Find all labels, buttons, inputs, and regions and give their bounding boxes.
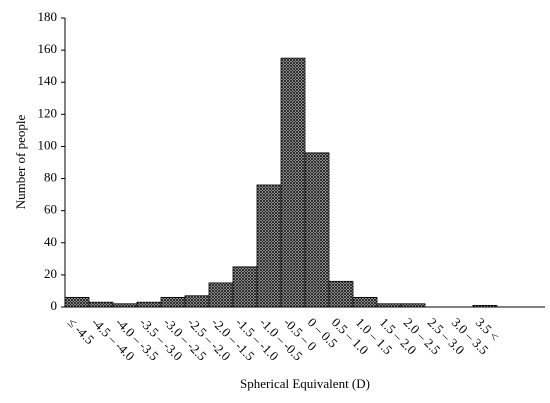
bar [256,184,282,308]
y-tick-label: 140 [38,73,58,88]
bar [304,152,330,308]
y-tick-label: 180 [38,9,58,24]
bar [160,296,186,308]
bar [352,296,378,308]
y-tick-label: 80 [44,170,57,185]
y-tick-label: 120 [38,105,58,120]
y-tick-label: 40 [44,234,57,249]
bar [328,280,354,308]
bar [232,266,258,308]
bar [184,295,210,308]
y-tick-label: 0 [51,298,58,313]
bar [208,282,234,308]
y-tick-label: 160 [38,41,58,56]
y-tick-label: 20 [44,266,57,281]
bar [280,57,306,308]
x-tick-label: ≤ -4.5 [65,315,98,348]
y-tick-label: 60 [44,202,57,217]
y-tick-label: 100 [38,137,58,152]
x-axis-label: Spherical Equivalent (D) [240,376,370,391]
bar [136,301,162,308]
bar [64,296,90,308]
y-axis-label: Number of people [13,114,28,209]
bar [88,301,114,308]
